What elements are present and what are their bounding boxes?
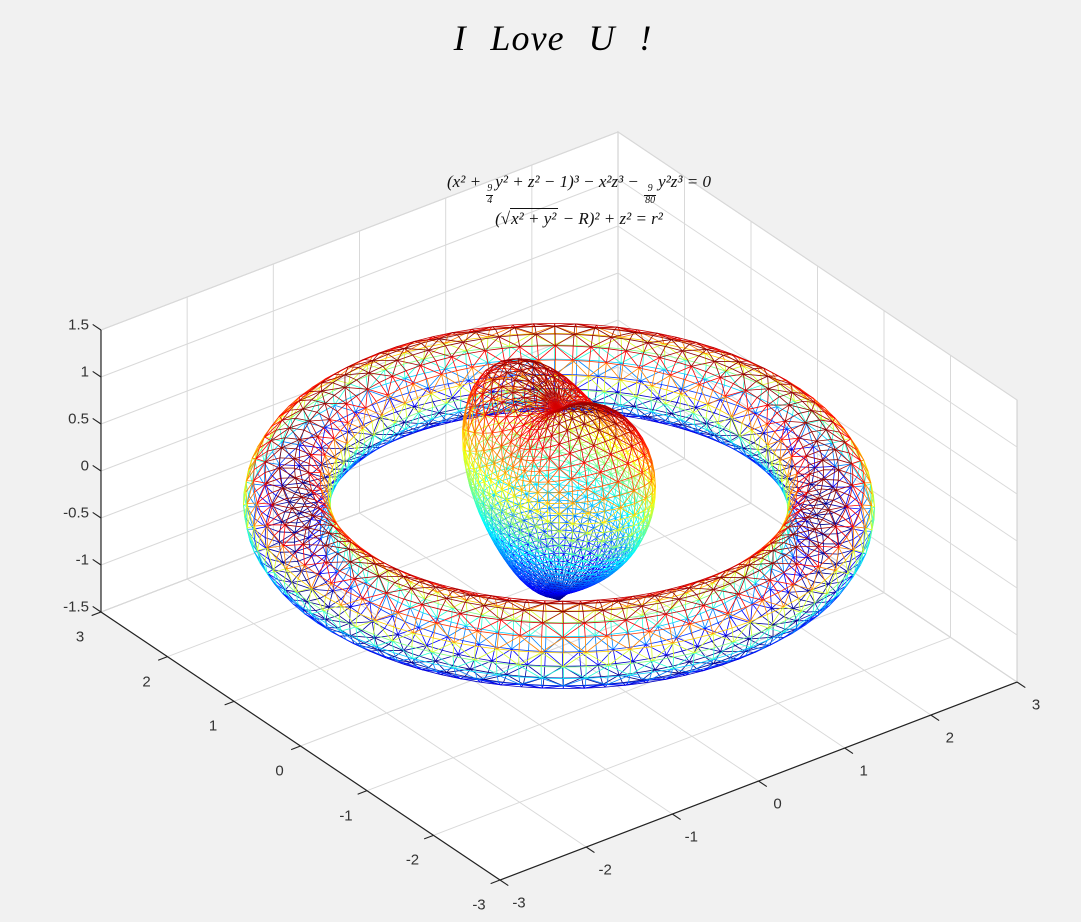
fraction-denominator: 80 (644, 194, 657, 206)
fraction-denominator: 4 (486, 194, 494, 206)
fraction-9-80: 9 80 (644, 183, 657, 206)
equation-annotation: (x² + 9 4 y² + z² − 1)³ − x²z³ − 9 80 y²z³ =… (447, 169, 711, 232)
eq2-post: − R)² + z² = r² (558, 209, 663, 229)
equation-line-1: (x² + 9 4 y² + z² − 1)³ − x²z³ − 9 80 y²z³ =… (447, 169, 711, 206)
sqrt-radicand: x² + y² (510, 208, 559, 229)
eq2-pre: (√ (495, 209, 511, 229)
fraction-numerator: 9 (647, 183, 653, 195)
plot-title: I Love U ! (453, 18, 653, 58)
eq1-post: y²z³ = 0 (658, 172, 711, 191)
eq1-pre: (x² + (447, 172, 486, 191)
eq1-mid: y² + z² − 1)³ − x²z³ − (495, 172, 644, 191)
equation-line-2: (√x² + y² − R)² + z² = r² (447, 206, 711, 232)
fraction-numerator: 9 (487, 183, 493, 195)
